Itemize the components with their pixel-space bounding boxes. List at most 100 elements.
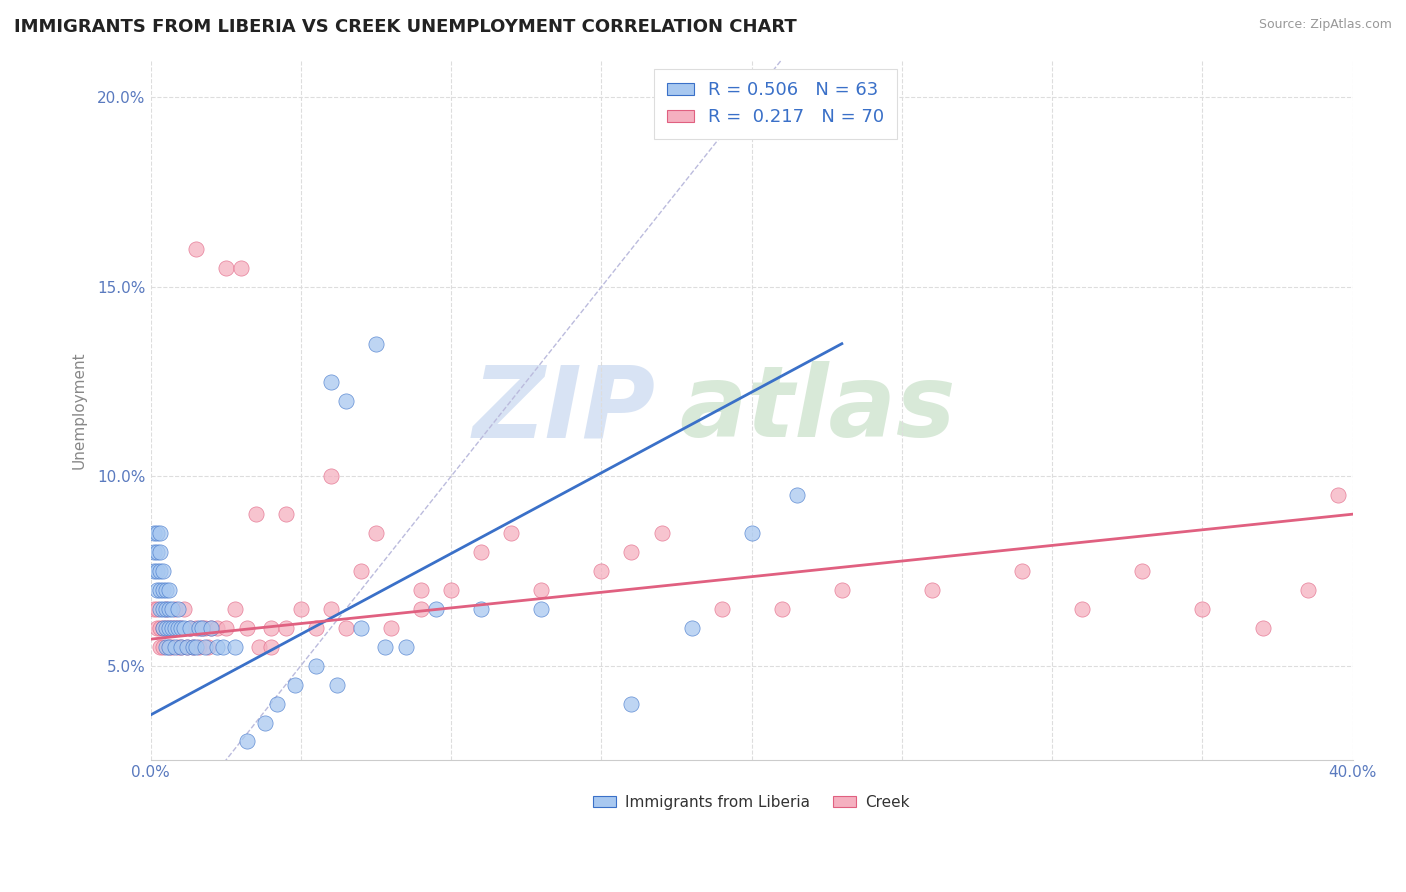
Point <box>364 526 387 541</box>
Point <box>229 260 252 275</box>
Point <box>163 621 186 635</box>
Point <box>152 621 174 635</box>
Point <box>284 678 307 692</box>
Point <box>530 602 553 616</box>
Point <box>290 602 312 616</box>
Point <box>149 602 172 616</box>
Point <box>260 621 283 635</box>
Text: Source: ZipAtlas.com: Source: ZipAtlas.com <box>1258 18 1392 31</box>
Point <box>145 582 167 597</box>
Point <box>681 621 703 635</box>
Point <box>921 582 943 597</box>
Text: ZIP: ZIP <box>472 361 655 458</box>
Point <box>319 602 342 616</box>
Point <box>187 640 209 654</box>
Point <box>205 621 228 635</box>
Point <box>181 640 204 654</box>
Point <box>142 602 165 616</box>
Point <box>152 621 174 635</box>
Point <box>319 375 342 389</box>
Point <box>149 545 172 559</box>
Point <box>211 640 233 654</box>
Point <box>364 336 387 351</box>
Point <box>274 507 297 521</box>
Point <box>166 640 188 654</box>
Point <box>157 602 180 616</box>
Point <box>184 621 207 635</box>
Point <box>166 621 188 635</box>
Point <box>184 640 207 654</box>
Point <box>440 582 463 597</box>
Point <box>350 564 373 578</box>
Point <box>409 582 432 597</box>
Point <box>157 621 180 635</box>
Point <box>205 640 228 654</box>
Point <box>169 621 191 635</box>
Point <box>166 602 188 616</box>
Point <box>152 564 174 578</box>
Legend: Immigrants from Liberia, Creek: Immigrants from Liberia, Creek <box>588 789 917 816</box>
Point <box>152 640 174 654</box>
Point <box>166 621 188 635</box>
Point <box>1191 602 1213 616</box>
Point <box>160 621 183 635</box>
Point <box>163 640 186 654</box>
Point <box>145 602 167 616</box>
Point <box>1071 602 1094 616</box>
Point <box>200 621 222 635</box>
Point <box>236 621 259 635</box>
Point <box>1296 582 1319 597</box>
Text: atlas: atlas <box>679 361 956 458</box>
Point <box>224 602 246 616</box>
Point <box>1011 564 1033 578</box>
Point <box>155 602 177 616</box>
Point <box>160 621 183 635</box>
Point <box>155 621 177 635</box>
Point <box>169 621 191 635</box>
Point <box>155 582 177 597</box>
Point <box>184 242 207 256</box>
Point <box>260 640 283 654</box>
Point <box>786 488 808 502</box>
Point <box>163 621 186 635</box>
Point <box>236 734 259 748</box>
Point <box>1130 564 1153 578</box>
Point <box>194 640 217 654</box>
Point <box>176 640 198 654</box>
Point <box>142 564 165 578</box>
Point <box>149 640 172 654</box>
Point <box>157 640 180 654</box>
Point <box>350 621 373 635</box>
Point <box>149 621 172 635</box>
Point <box>152 602 174 616</box>
Point <box>163 602 186 616</box>
Point <box>650 526 672 541</box>
Point <box>831 582 853 597</box>
Point <box>326 678 349 692</box>
Point <box>169 640 191 654</box>
Point <box>620 697 643 711</box>
Point <box>160 602 183 616</box>
Point <box>145 621 167 635</box>
Point <box>247 640 270 654</box>
Point <box>145 526 167 541</box>
Point <box>149 564 172 578</box>
Point <box>335 621 357 635</box>
Point <box>149 526 172 541</box>
Point <box>197 640 219 654</box>
Point <box>470 545 492 559</box>
Point <box>179 621 201 635</box>
Point <box>770 602 793 616</box>
Point <box>620 545 643 559</box>
Point <box>149 582 172 597</box>
Point <box>173 621 195 635</box>
Point <box>155 640 177 654</box>
Point <box>395 640 418 654</box>
Point <box>1251 621 1274 635</box>
Point <box>190 621 212 635</box>
Point <box>266 697 288 711</box>
Point <box>152 582 174 597</box>
Point <box>409 602 432 616</box>
Point <box>155 602 177 616</box>
Point <box>224 640 246 654</box>
